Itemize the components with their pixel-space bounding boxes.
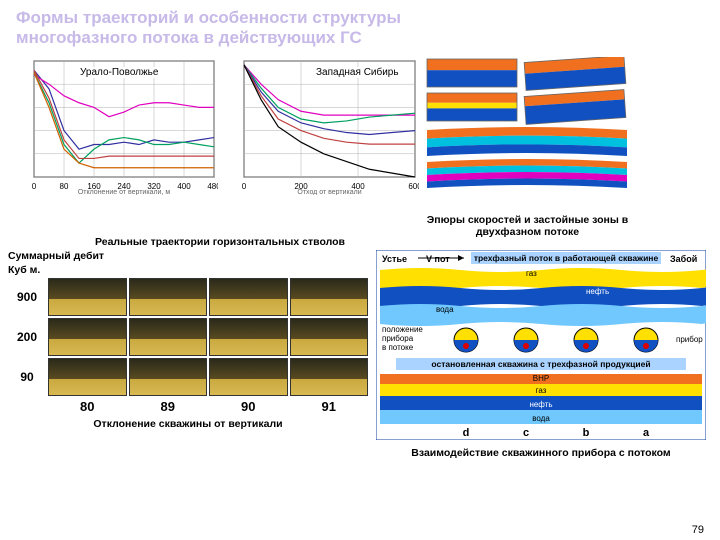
svg-text:0: 0 <box>32 182 37 191</box>
photo-cell <box>290 358 369 396</box>
interaction-caption: Взаимодействие скважинного прибора с пот… <box>376 447 706 459</box>
svg-text:нефть: нефть <box>586 287 609 296</box>
svg-text:трехфазный поток в работающей: трехфазный поток в работающей скважине <box>474 253 659 263</box>
svg-text:b: b <box>583 427 590 439</box>
photo-y-label: 200 <box>8 330 46 344</box>
photo-cell <box>48 318 127 356</box>
svg-text:нефть: нефть <box>529 400 552 409</box>
chart1-region-label: Урало-Поволжье <box>78 67 160 78</box>
photo-panel: Суммарный дебит Куб м. 9002009080899091 … <box>8 250 368 459</box>
page-title: Формы траекторий и особенности структуры… <box>0 0 720 53</box>
photo-header1: Суммарный дебит <box>8 250 368 262</box>
svg-text:Отход от вертикали: Отход от вертикали <box>297 189 361 195</box>
photo-x-label: 90 <box>209 399 288 414</box>
svg-text:газ: газ <box>526 269 537 278</box>
svg-text:прибора: прибора <box>382 334 414 343</box>
velocity-caption: Эпюры скоростей и застойные зоны в двухф… <box>425 214 630 238</box>
photo-cell <box>129 358 208 396</box>
svg-text:Забой: Забой <box>670 254 697 264</box>
photo-cell <box>48 278 127 316</box>
svg-text:положение: положение <box>382 325 423 334</box>
chart1-container: 080160240320400480Отклонение от вертикал… <box>8 57 218 195</box>
svg-text:вода: вода <box>532 414 550 423</box>
photo-cell <box>290 318 369 356</box>
svg-text:d: d <box>463 427 470 439</box>
chart2-container: 0200400600Отход от вертикали Западная Си… <box>224 57 419 195</box>
svg-text:ВНР: ВНР <box>533 374 549 383</box>
page-number: 79 <box>692 524 704 536</box>
photo-cell <box>48 358 127 396</box>
photo-cell <box>290 278 369 316</box>
photo-cell <box>209 318 288 356</box>
svg-text:Отклонение от вертикали, м: Отклонение от вертикали, м <box>78 189 170 195</box>
photo-y-label: 900 <box>8 290 46 304</box>
photo-cell <box>209 358 288 396</box>
svg-text:в потоке: в потоке <box>382 343 414 352</box>
svg-text:c: c <box>523 427 529 439</box>
photo-x-label: 89 <box>129 399 208 414</box>
interaction-diagram: Устье V пот Забой трехфазный поток в работа… <box>376 250 706 440</box>
svg-text:вода: вода <box>436 305 454 314</box>
photo-cell <box>209 278 288 316</box>
svg-text:400: 400 <box>177 182 191 191</box>
photo-grid: 9002009080899091 <box>8 278 368 416</box>
charts-caption: Реальные траектории горизонтальных ствол… <box>20 236 420 248</box>
photo-x-caption: Отклонение скважины от вертикали <box>8 418 368 430</box>
svg-text:0: 0 <box>242 182 247 191</box>
top-row: 080160240320400480Отклонение от вертикал… <box>0 53 720 238</box>
photo-cell <box>129 318 208 356</box>
title-line1: Формы траекторий и особенности структуры <box>16 8 401 27</box>
svg-text:газ: газ <box>536 386 547 395</box>
velocity-diagram <box>425 57 630 207</box>
svg-text:остановленная скважина с трехф: остановленная скважина с трехфазной прод… <box>431 359 650 369</box>
photo-x-label: 91 <box>290 399 369 414</box>
velocity-panel: Эпюры скоростей и застойные зоны в двухф… <box>425 57 630 238</box>
svg-text:прибор: прибор <box>676 335 703 344</box>
bottom-row: Суммарный дебит Куб м. 9002009080899091 … <box>0 248 720 459</box>
interaction-panel: Устье V пот Забой трехфазный поток в работа… <box>376 250 706 459</box>
photo-header2: Куб м. <box>8 264 368 276</box>
photo-x-label: 80 <box>48 399 127 414</box>
chart2-region-label: Западная Сибирь <box>314 67 401 78</box>
svg-text:V пот: V пот <box>426 254 450 264</box>
svg-text:a: a <box>643 427 650 439</box>
title-line2: многофазного потока в действующих ГС <box>16 28 362 47</box>
photo-y-label: 90 <box>8 370 46 384</box>
photo-cell <box>129 278 208 316</box>
svg-text:480: 480 <box>207 182 218 191</box>
svg-text:80: 80 <box>60 182 69 191</box>
svg-text:Устье: Устье <box>382 254 407 264</box>
svg-text:600: 600 <box>408 182 419 191</box>
